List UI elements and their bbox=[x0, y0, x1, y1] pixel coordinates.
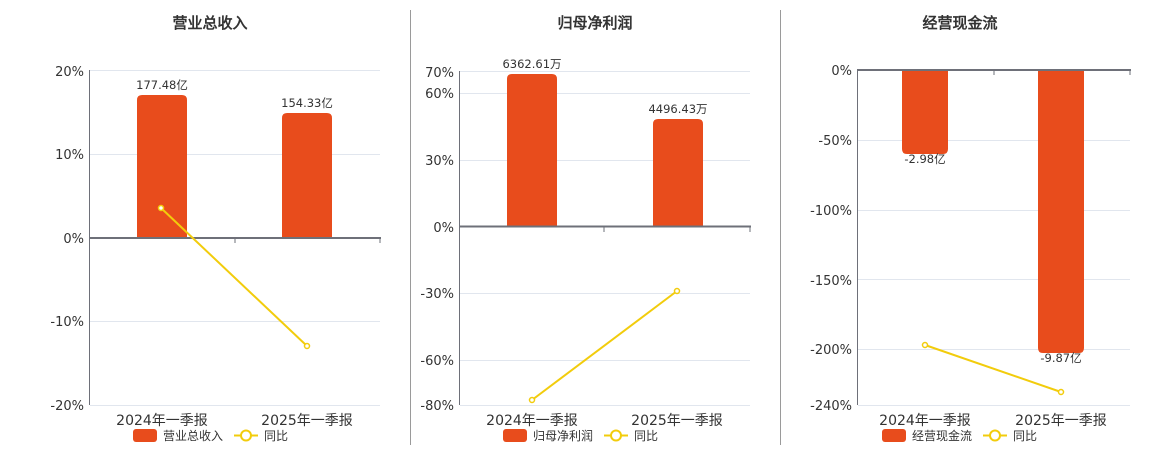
bar-2024q1[interactable] bbox=[902, 70, 948, 154]
legend-bar-swatch bbox=[882, 429, 906, 442]
bar-value-label: 4496.43万 bbox=[648, 102, 707, 116]
chart-title: 经营现金流 bbox=[922, 14, 998, 32]
svg-text:60%: 60% bbox=[425, 87, 454, 102]
gridlines bbox=[858, 140, 1130, 406]
bar-2025q1[interactable] bbox=[653, 119, 703, 227]
yoy-point[interactable] bbox=[528, 396, 536, 404]
y-axis-ticks: 70% 60% 30% 0% -30% -60% -80% bbox=[420, 66, 454, 414]
yoy-point[interactable] bbox=[303, 342, 311, 350]
bar-value-label: 6362.61万 bbox=[502, 57, 561, 71]
net-profit-chart: 70% 60% 30% 0% -30% -60% -80% 6362.61万 4… bbox=[420, 57, 751, 443]
svg-text:0%: 0% bbox=[831, 64, 852, 79]
svg-text:-60%: -60% bbox=[420, 354, 454, 369]
chart-panel-net-profit: 归母净利润 70% 60% 30% 0% -30% -60% -80% 6362… bbox=[410, 0, 780, 450]
svg-text:-240%: -240% bbox=[810, 399, 852, 414]
bar-value-label: -2.98亿 bbox=[904, 152, 945, 166]
legend-bar-swatch bbox=[133, 429, 157, 442]
svg-text:-30%: -30% bbox=[420, 287, 454, 302]
svg-text:0%: 0% bbox=[63, 232, 84, 247]
svg-text:同比: 同比 bbox=[264, 429, 288, 443]
svg-text:20%: 20% bbox=[55, 65, 84, 80]
legend-line-icon bbox=[610, 429, 622, 442]
svg-text:70%: 70% bbox=[425, 66, 454, 81]
x-category-label: 2024年一季报 bbox=[486, 413, 578, 429]
svg-text:30%: 30% bbox=[425, 154, 454, 169]
svg-text:归母净利润: 归母净利润 bbox=[533, 429, 593, 443]
svg-text:-50%: -50% bbox=[818, 134, 852, 149]
x-category-label: 2025年一季报 bbox=[261, 413, 353, 429]
legend-line-icon bbox=[240, 429, 252, 442]
x-category-label: 2024年一季报 bbox=[879, 413, 971, 429]
svg-text:-20%: -20% bbox=[50, 399, 84, 414]
yoy-line bbox=[924, 344, 1062, 393]
svg-text:同比: 同比 bbox=[1013, 429, 1037, 443]
bar-value-label: -9.87亿 bbox=[1040, 351, 1081, 365]
svg-text:-150%: -150% bbox=[810, 274, 852, 289]
chart-title: 归母净利润 bbox=[557, 14, 633, 32]
bar-2025q1[interactable] bbox=[282, 113, 332, 238]
x-category-label: 2024年一季报 bbox=[116, 413, 208, 429]
svg-text:-200%: -200% bbox=[810, 343, 852, 358]
bar-value-label: 154.33亿 bbox=[281, 96, 333, 110]
yoy-line bbox=[531, 290, 678, 401]
svg-text:-100%: -100% bbox=[810, 204, 852, 219]
legend[interactable]: 经营现金流 同比 bbox=[882, 428, 1037, 443]
svg-text:营业总收入: 营业总收入 bbox=[163, 429, 223, 443]
gridlines bbox=[90, 70, 380, 406]
y-axis-ticks: 0% -50% -100% -150% -200% -240% bbox=[810, 64, 852, 414]
legend[interactable]: 营业总收入 同比 bbox=[133, 429, 288, 443]
svg-text:经营现金流: 经营现金流 bbox=[912, 428, 972, 443]
gridlines bbox=[460, 71, 750, 406]
x-category-label: 2025年一季报 bbox=[631, 413, 723, 429]
y-axis-ticks: 20% 10% 0% -10% -20% bbox=[50, 65, 84, 414]
yoy-point[interactable] bbox=[921, 341, 929, 349]
bar-2024q1[interactable] bbox=[137, 95, 187, 238]
legend-line-icon bbox=[989, 429, 1001, 442]
chart-title: 营业总收入 bbox=[172, 14, 248, 32]
bar-value-label: 177.48亿 bbox=[136, 78, 188, 92]
yoy-point[interactable] bbox=[1057, 388, 1065, 396]
svg-text:0%: 0% bbox=[433, 221, 454, 236]
svg-text:同比: 同比 bbox=[634, 429, 658, 443]
svg-text:-10%: -10% bbox=[50, 315, 84, 330]
svg-text:-80%: -80% bbox=[420, 399, 454, 414]
chart-panel-revenue: 营业总收入 20% 10% 0% -10% -20% 177.48亿 bbox=[0, 0, 410, 450]
panel-divider bbox=[410, 10, 411, 445]
chart-panel-operating-cash-flow: 经营现金流 0% -50% -100% -150% -200% -240% -2… bbox=[780, 0, 1160, 450]
yoy-line bbox=[160, 207, 308, 347]
x-category-label: 2025年一季报 bbox=[1015, 413, 1107, 429]
bar-2025q1[interactable] bbox=[1038, 70, 1084, 353]
bar-2024q1[interactable] bbox=[507, 74, 557, 227]
svg-text:10%: 10% bbox=[55, 148, 84, 163]
operating-cash-flow-chart: 0% -50% -100% -150% -200% -240% -2.98亿 -… bbox=[810, 64, 1131, 443]
legend-bar-swatch bbox=[503, 429, 527, 442]
yoy-point[interactable] bbox=[673, 287, 681, 295]
legend[interactable]: 归母净利润 同比 bbox=[503, 429, 658, 443]
yoy-point[interactable] bbox=[157, 204, 165, 212]
panel-divider bbox=[780, 10, 781, 445]
revenue-chart: 20% 10% 0% -10% -20% 177.48亿 154.33亿 202… bbox=[50, 65, 381, 443]
